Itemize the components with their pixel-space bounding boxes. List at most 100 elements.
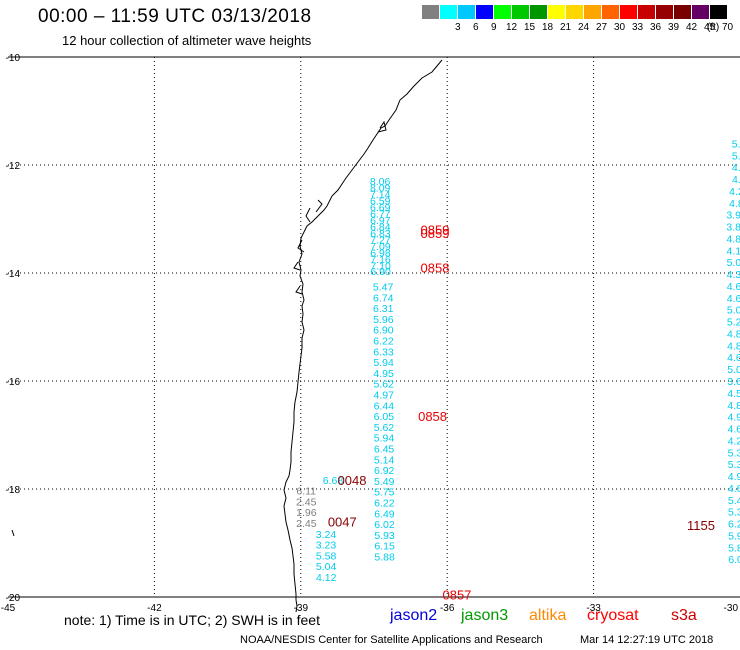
swh-value: 2.45 <box>296 518 317 530</box>
lon-tick-label: -39 <box>294 603 309 614</box>
swh-value: 4.67 <box>727 352 740 364</box>
pass-time-label: 11 <box>738 347 740 362</box>
legend-label: 33 <box>632 22 644 33</box>
swh-value: 4.23 <box>728 435 740 447</box>
legend-swatch <box>656 5 673 19</box>
pass-time-label: 0859 <box>421 226 450 241</box>
legend-label: 15 <box>524 22 536 33</box>
swh-value: 5.81 <box>728 542 740 554</box>
legend-label: 30 <box>614 22 626 33</box>
swh-value: 7.09 <box>370 241 391 253</box>
legend-label: 12 <box>506 22 518 33</box>
legend-label: 27 <box>596 22 608 33</box>
swh-value: 5.31 <box>728 507 740 519</box>
legend-label: 45 <box>704 22 716 33</box>
swh-value: 5.04 <box>316 561 337 573</box>
swh-value: 6.68 <box>323 475 344 487</box>
legend-swatch <box>710 5 727 19</box>
swh-value: 6.21 <box>728 519 740 531</box>
pass-time-label: 0047 <box>328 514 357 529</box>
swh-value: 5.33 <box>728 447 740 459</box>
swh-value: 6.31 <box>373 303 394 315</box>
swh-value: 6.84 <box>370 222 391 234</box>
swh-value: 6.83 <box>370 228 391 240</box>
footer-note: note: 1) Time is in UTC; 2) SWH is in fe… <box>64 612 320 628</box>
swh-value: 6.90 <box>370 266 391 278</box>
swh-value: 4. <box>732 174 740 186</box>
legend-swatch <box>476 5 493 19</box>
sat-jason2: jason2 <box>390 607 438 624</box>
swh-value: 5.58 <box>316 550 337 562</box>
swh-value: 4.8 <box>729 198 740 210</box>
lat-tick-label: -18 <box>6 485 21 496</box>
legend-label: 39 <box>668 22 680 33</box>
pass-time-label: 0048 <box>338 473 367 488</box>
swh-value: 4.51 <box>727 388 740 400</box>
swh-value: 7.14 <box>370 189 391 201</box>
legend-swatch <box>566 5 583 19</box>
legend-swatch <box>458 5 475 19</box>
swh-value: 6.77 <box>370 209 391 221</box>
legend-swatch <box>638 5 655 19</box>
lat-tick-label: -12 <box>6 161 21 172</box>
legend-swatch <box>530 5 547 19</box>
swh-value: 5.07 <box>727 305 740 317</box>
coastline-inlet <box>11 120 387 537</box>
swh-value: 6.45 <box>374 444 395 456</box>
legend-label: 3 <box>455 22 461 33</box>
swh-value: 4.2 <box>729 186 740 198</box>
swh-value: 2.45 <box>296 496 317 508</box>
swh-value: 4.96 <box>728 471 740 483</box>
swh-value: 4.84 <box>727 400 740 412</box>
swh-value: 6.22 <box>374 498 395 510</box>
swh-value: 7.10 <box>370 260 391 272</box>
grid-lines <box>8 56 740 598</box>
swh-value: 5.40 <box>728 495 740 507</box>
swh-value: 5. <box>732 150 740 162</box>
legend-swatch <box>584 5 601 19</box>
swh-value: 6.05 <box>374 411 395 423</box>
swh-value: 8.06 <box>370 176 391 188</box>
lat-tick-label: -16 <box>6 377 21 388</box>
sat-jason3: jason3 <box>461 607 509 624</box>
swh-value: 5.97 <box>728 530 740 542</box>
swh-value: 5.93 <box>374 530 395 542</box>
swh-value: 4.87 <box>727 328 740 340</box>
pass-time-label: 0859 <box>421 222 450 237</box>
legend-label: 6 <box>473 22 479 33</box>
credit-line: NOAA/NESDIS Center for Satellite Applica… <box>240 634 543 646</box>
lon-tick-label: -45 <box>1 603 16 614</box>
coastline <box>283 59 443 613</box>
legend-swatch <box>548 5 565 19</box>
swh-value: 5.94 <box>373 357 394 369</box>
swh-value: 4.61 <box>727 281 740 293</box>
legend-swatch <box>494 5 511 19</box>
swh-value: 4.12 <box>316 572 337 584</box>
swh-value: 5.94 <box>374 433 395 445</box>
legend-swatch <box>692 5 709 19</box>
swh-value: 5.62 <box>374 422 395 434</box>
swh-value: 6.33 <box>373 346 394 358</box>
swh-value: 4.89 <box>727 340 740 352</box>
swh-value: 5.22 <box>727 317 740 329</box>
legend-label: 70 <box>722 22 734 33</box>
swh-value: 4.82 <box>726 233 740 245</box>
legend-swatch <box>620 5 637 19</box>
swh-tracks: 8.068.097.146.596.696.776.976.846.837.27… <box>296 138 740 584</box>
swh-value: 4.30 <box>727 269 740 281</box>
legend-swatch <box>674 5 691 19</box>
sat-altika: altika <box>529 607 567 624</box>
swh-value: 6.98 <box>370 247 391 259</box>
swh-value: 5.75 <box>374 487 395 499</box>
swh-value: 6.09 <box>728 554 740 566</box>
swh-value: 3.24 <box>316 529 337 541</box>
lat-tick-label: -10 <box>6 53 21 64</box>
swh-value: 5.96 <box>373 314 394 326</box>
legend-swatch <box>602 5 619 19</box>
pass-time-label: 0858 <box>418 409 447 424</box>
swh-value: 4.97 <box>374 390 395 402</box>
swh-value: 3.60 <box>727 376 740 388</box>
legend-swatch <box>440 5 457 19</box>
swh-value: 6.11 <box>296 486 316 498</box>
swh-value: 5.05 <box>727 364 740 376</box>
